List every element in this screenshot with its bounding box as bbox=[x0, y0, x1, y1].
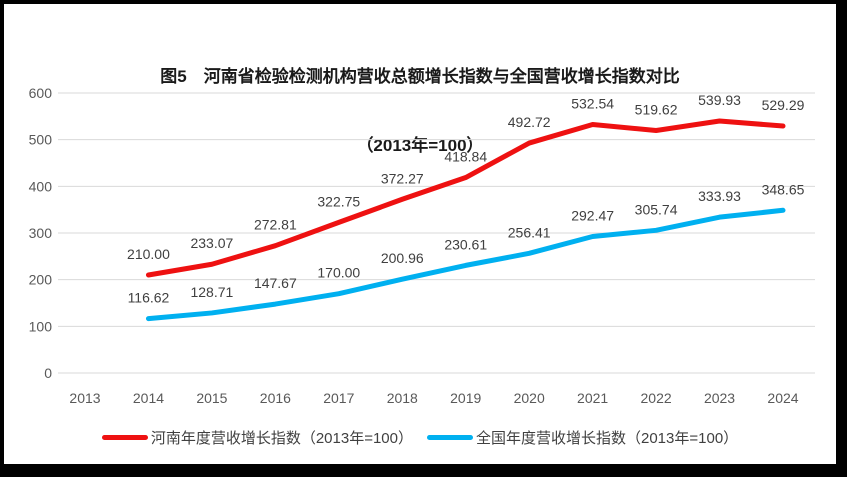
y-tick-label-200: 200 bbox=[29, 272, 53, 288]
legend-item-henan: 河南年度营收增长指数（2013年=100） bbox=[101, 427, 413, 448]
data-label-s1-2015: 128.71 bbox=[190, 284, 233, 300]
data-label-s0-2024: 529.29 bbox=[762, 97, 805, 113]
data-label-s0-2018: 372.27 bbox=[381, 170, 424, 186]
x-tick-label-2023: 2023 bbox=[704, 390, 735, 406]
data-label-s0-2019: 418.84 bbox=[444, 149, 487, 165]
chart-title: 图5 河南省检验检测机构营收总额增长指数与全国营收增长指数对比 （2013年=1… bbox=[4, 19, 836, 203]
data-label-s0-2017: 322.75 bbox=[317, 193, 360, 209]
data-label-s0-2021: 532.54 bbox=[571, 95, 614, 111]
x-tick-label-2024: 2024 bbox=[767, 390, 798, 406]
y-tick-label-400: 400 bbox=[29, 178, 53, 194]
y-tick-label-0: 0 bbox=[44, 365, 52, 381]
legend-line-swatch-blue bbox=[427, 435, 473, 440]
y-tick-label-300: 300 bbox=[29, 225, 53, 241]
legend-item-national: 全国年度营收增长指数（2013年=100） bbox=[427, 427, 738, 448]
data-label-s0-2015: 233.07 bbox=[190, 235, 233, 251]
data-label-s0-2022: 519.62 bbox=[635, 102, 678, 118]
x-tick-label-2015: 2015 bbox=[196, 390, 227, 406]
x-tick-label-2018: 2018 bbox=[387, 390, 418, 406]
x-tick-label-2016: 2016 bbox=[260, 390, 291, 406]
data-label-s1-2014: 116.62 bbox=[128, 290, 170, 306]
x-tick-label-2020: 2020 bbox=[514, 390, 545, 406]
y-tick-label-600: 600 bbox=[29, 85, 53, 101]
chart-title-line1: 图5 河南省检验检测机构营收总额增长指数与全国营收增长指数对比 bbox=[160, 67, 680, 86]
x-tick-label-2014: 2014 bbox=[133, 390, 164, 406]
x-tick-label-2017: 2017 bbox=[323, 390, 354, 406]
data-label-s1-2016: 147.67 bbox=[254, 275, 297, 291]
chart-title-line2: （2013年=100） bbox=[356, 136, 484, 155]
data-label-s0-2020: 492.72 bbox=[508, 114, 551, 130]
data-label-s1-2018: 200.96 bbox=[381, 250, 424, 266]
y-tick-label-100: 100 bbox=[29, 318, 53, 334]
data-label-s0-2023: 539.93 bbox=[698, 92, 741, 108]
data-label-s1-2020: 256.41 bbox=[508, 224, 551, 240]
data-label-s1-2024: 348.65 bbox=[762, 181, 805, 197]
series-line-0 bbox=[145, 118, 786, 278]
legend-line-swatch-red bbox=[101, 435, 148, 440]
data-label-s1-2017: 170.00 bbox=[317, 265, 360, 281]
line-chart: 0 100 200 300 400 500 600 2013 2014 2015 2016 2017 2… bbox=[29, 85, 815, 406]
series-line-1 bbox=[145, 207, 786, 322]
data-label-s1-2021: 292.47 bbox=[571, 208, 614, 224]
data-label-s0-2014: 210.00 bbox=[127, 246, 170, 262]
data-label-s1-2022: 305.74 bbox=[635, 201, 678, 217]
legend-label-national: 全国年度营收增长指数（2013年=100） bbox=[476, 430, 739, 447]
x-tick-label-2013: 2013 bbox=[69, 390, 100, 406]
legend: 河南年度营收增长指数（2013年=100） 全国年度营收增长指数（2013年=1… bbox=[4, 427, 836, 448]
x-tick-label-2021: 2021 bbox=[577, 390, 608, 406]
data-label-s1-2019: 230.61 bbox=[444, 236, 487, 252]
legend-label-henan: 河南年度营收增长指数（2013年=100） bbox=[150, 430, 413, 447]
x-tick-label-2019: 2019 bbox=[450, 390, 481, 406]
y-tick-label-500: 500 bbox=[29, 132, 53, 148]
data-label-s0-2016: 272.81 bbox=[254, 217, 297, 233]
data-label-s1-2023: 333.93 bbox=[698, 188, 741, 204]
x-tick-label-2022: 2022 bbox=[641, 390, 672, 406]
